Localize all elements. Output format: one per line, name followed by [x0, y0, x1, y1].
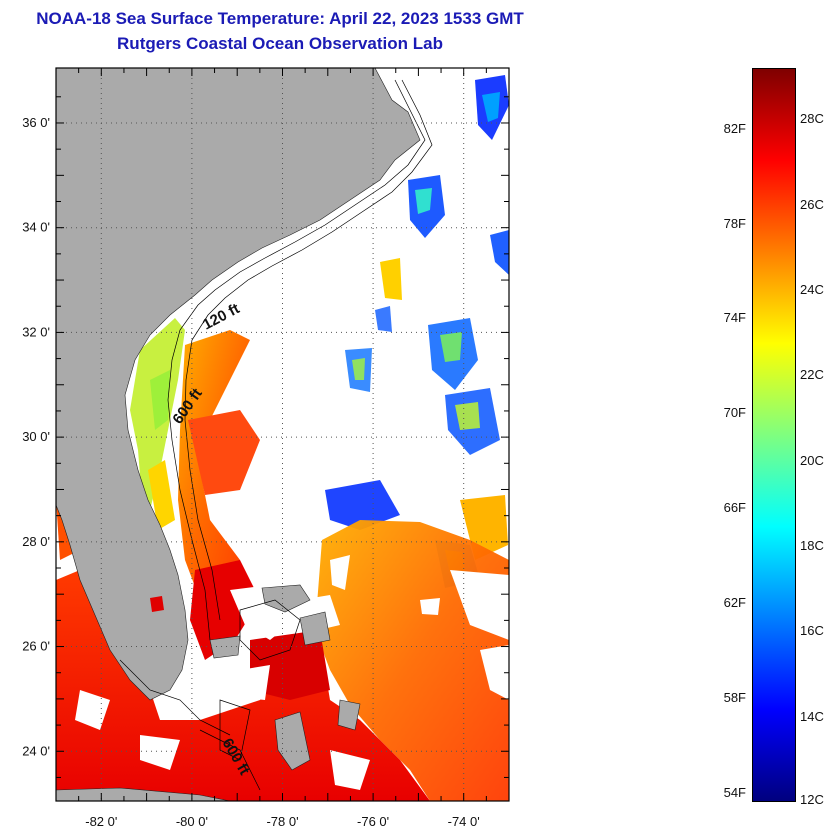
- colorbar-fahrenheit-label: 82F: [723, 120, 746, 136]
- temperature-colorbar: [752, 68, 796, 802]
- sst-gulfstream: [178, 330, 250, 600]
- lon-tick-label: -80 0': [176, 814, 208, 829]
- colorbar-celsius-label: 12C: [800, 792, 824, 807]
- land-bahamas: [209, 584, 361, 771]
- map-title: NOAA-18 Sea Surface Temperature: April 2…: [36, 9, 524, 28]
- colorbar-celsius-label: 14C: [800, 708, 824, 724]
- sst-shelf-water-cool: [150, 370, 170, 430]
- axis-ticks: [56, 68, 509, 801]
- colorbar-fahrenheit-label: 78F: [723, 215, 746, 231]
- colorbar-fahrenheit-label: 66F: [723, 500, 746, 516]
- lat-tick-label: 36 0': [22, 115, 50, 130]
- colorbar-celsius-label: 20C: [800, 452, 824, 468]
- sst-warm-patch: [188, 410, 260, 495]
- colorbar-celsius-label: 18C: [800, 537, 824, 553]
- map-subtitle: Rutgers Coastal Ocean Observation Lab: [117, 34, 443, 53]
- sst-shelf-water-warm: [148, 460, 175, 530]
- colorbar-fahrenheit-label: 74F: [723, 310, 746, 326]
- colorbar-fahrenheit-label: 62F: [723, 594, 746, 610]
- graticule: [56, 68, 509, 801]
- colorbar-fahrenheit-label: 70F: [723, 405, 746, 421]
- colorbar-fahrenheit-label: 58F: [723, 689, 746, 705]
- lat-tick-label: 32 0': [22, 324, 50, 339]
- bathymetry-contours: [119, 79, 433, 791]
- lake-okeechobee: [150, 596, 164, 612]
- colorbar-fahrenheit-label: 54F: [723, 784, 746, 800]
- sst-straits: [190, 560, 260, 660]
- lat-tick-label: 30 0': [22, 429, 50, 444]
- lat-tick-label: 28 0': [22, 534, 50, 549]
- colorbar-celsius-label: 28C: [800, 111, 824, 127]
- lat-tick-label: 26 0': [22, 639, 50, 654]
- map-area: [56, 68, 509, 801]
- colorbar-celsius-label: 22C: [800, 367, 824, 383]
- colorbar-celsius-label: 16C: [800, 623, 824, 639]
- cloud-holes: [330, 555, 509, 700]
- lat-tick-label: 34 0': [22, 220, 50, 235]
- sst-bahamas-waters: [250, 630, 330, 700]
- lon-tick-label: -78 0': [266, 814, 298, 829]
- lon-tick-label: -82 0': [85, 814, 117, 829]
- colorbar-celsius-label: 26C: [800, 196, 824, 212]
- lon-tick-label: -74 0': [448, 814, 480, 829]
- colorbar-celsius-label: 24C: [800, 281, 824, 297]
- lon-tick-label: -76 0': [357, 814, 389, 829]
- lat-tick-label: 24 0': [22, 743, 50, 758]
